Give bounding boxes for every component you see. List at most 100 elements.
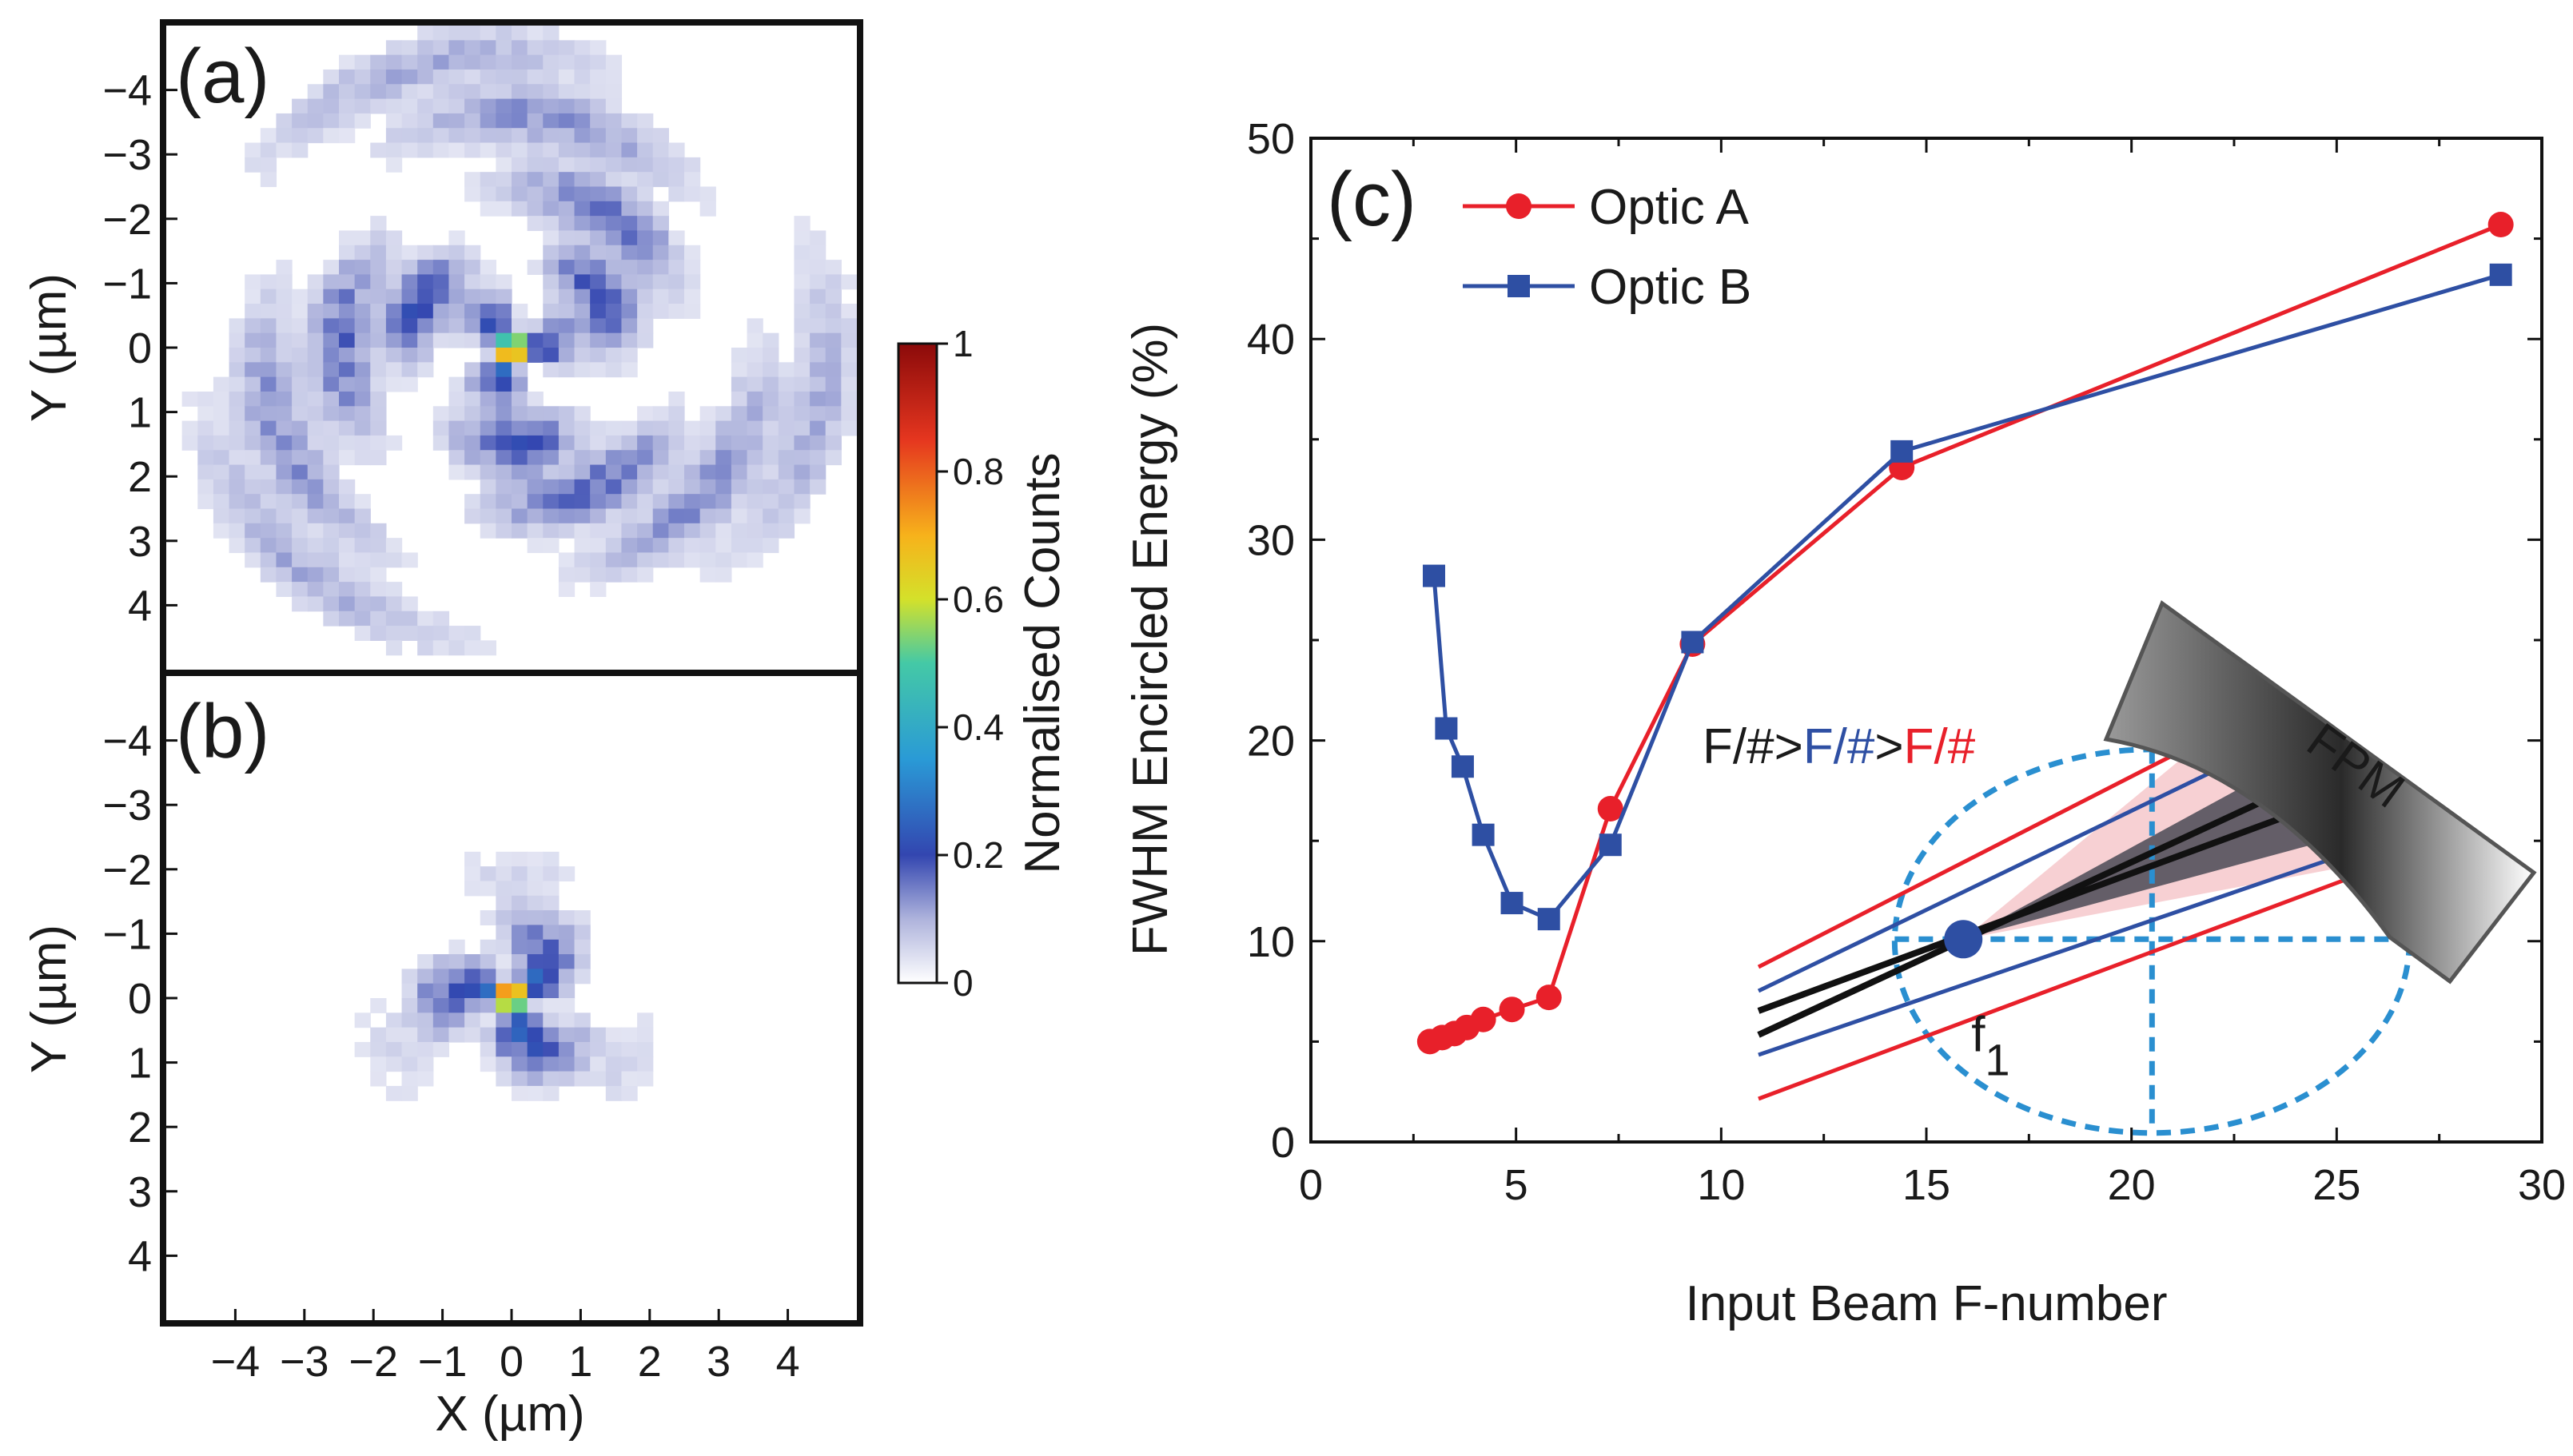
heatmap-cell [527,895,544,911]
heatmap-cell [385,640,403,656]
heatmap-b-cells [354,851,654,1101]
heatmap-cell [496,98,512,114]
heatmap-cell [260,552,277,568]
panel-c-plot-frame [1309,137,2543,1144]
heatmap-cell [574,464,591,480]
heatmap-cell [245,332,261,348]
heatmap-cell [810,230,826,246]
heatmap-cell [841,391,858,407]
inset-ray [1757,780,2304,1038]
heatmap-cell [432,332,450,348]
heatmap-cell [480,969,496,985]
heatmap-cell [480,142,496,158]
heatmap-cell [574,406,591,422]
panel-b-x-axis-label: X (µm) [435,1386,584,1442]
heatmap-cell [197,406,214,422]
heatmap-cell [527,1041,544,1057]
heatmap-cell [512,420,528,436]
heatmap-cell [684,172,701,188]
heatmap-cell [558,1071,576,1087]
heatmap-cell [480,1027,496,1043]
heatmap-cell [339,84,356,100]
x-tick-label: 0 [500,1338,524,1386]
heatmap-cell [527,84,544,100]
heatmap-cell [417,304,434,319]
heatmap-cell [543,910,560,926]
heatmap-cell [339,391,356,407]
heatmap-cell [323,420,340,436]
heatmap-cell [512,186,528,202]
heatmap-cell [307,420,324,436]
heatmap-cell [731,450,748,466]
heatmap-cell [543,969,560,985]
heatmap-cell [417,640,434,656]
heatmap-cell [229,494,245,510]
heatmap-cell [543,1041,560,1057]
heatmap-cell [527,881,544,897]
heatmap-cell [464,391,481,407]
heatmap-cell [370,216,387,232]
heatmap-cell [448,939,465,955]
heatmap-cell [605,172,623,188]
heatmap-cell [385,552,403,568]
heatmap-cell [245,450,261,466]
heatmap-cell [574,567,591,583]
data-point-circle [2487,212,2514,238]
heatmap-cell [637,406,654,422]
heatmap-cell [637,216,654,232]
heatmap-cell [574,523,591,539]
heatmap-cell [590,494,607,510]
legend-label: Optic A [1589,180,1750,235]
heatmap-cell [323,494,340,510]
heatmap-cell [370,142,387,158]
heatmap-cell [323,538,340,554]
heatmap-cell [605,98,623,114]
heatmap-cell [260,274,277,290]
heatmap-cell [731,479,748,495]
heatmap-cell [480,479,496,495]
heatmap-cell [841,332,858,348]
heatmap-cell [370,611,387,627]
heatmap-cell [621,1041,638,1057]
heatmap-cell [605,1056,623,1072]
heatmap-cell [354,435,371,451]
heatmap-cell [605,288,623,304]
heatmap-cell [339,260,356,276]
heatmap-cell [229,508,245,524]
heatmap-cell [558,128,576,144]
heatmap-cell [370,1041,387,1057]
heatmap-cell [684,450,701,466]
heatmap-cell [558,186,576,202]
heatmap-cell [323,464,340,480]
heatmap-cell [574,128,591,144]
heatmap-cell [652,230,669,246]
heatmap-cell [260,479,277,495]
heatmap-cell [245,288,261,304]
heatmap-cell [574,362,591,378]
heatmap-cell [370,288,387,304]
heatmap-cell [652,420,669,436]
heatmap-cell [480,84,496,100]
heatmap-cell [810,391,826,407]
panel-b-y-axis-label: Y (µm) [22,925,77,1073]
heatmap-cell [605,567,623,583]
heatmap-cell [323,98,340,114]
heatmap-cell [480,69,496,85]
heatmap-cell [417,1056,434,1072]
heatmap-cell [417,260,434,276]
heatmap-cell [401,245,418,261]
heatmap-cell [668,288,685,304]
y-tick-label: 10 [1247,918,1295,966]
heatmap-cell [527,1027,544,1043]
heatmap-cell [558,245,576,261]
heatmap-cell [574,113,591,129]
heatmap-cell [731,464,748,480]
heatmap-cell [480,939,496,955]
heatmap-cell [699,435,716,451]
heatmap-cell [605,54,623,70]
heatmap-cell [637,230,654,246]
series-line-optic-b [1432,273,2502,922]
heatmap-cell [276,479,293,495]
heatmap-cell [590,128,607,144]
heatmap-cell [715,508,732,524]
